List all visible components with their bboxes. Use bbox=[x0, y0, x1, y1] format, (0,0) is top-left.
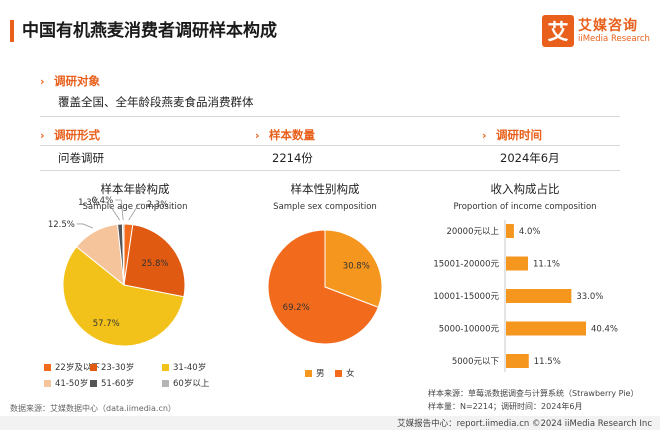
divider bbox=[40, 116, 620, 117]
legend-swatch bbox=[162, 363, 169, 371]
data-source: 数据来源：艾媒数据中心（data.iimedia.cn） bbox=[10, 404, 176, 413]
age-slice-0 bbox=[123, 223, 134, 286]
sample-size-value: 2214份 bbox=[272, 151, 313, 165]
sample-source-note: 样本来源：草莓派数据调查与计算系统（Strawberry Pie） bbox=[428, 389, 639, 398]
age-legend-label: 31-40岁 bbox=[173, 363, 207, 373]
brand-logo: 艾 艾媒咨询 iiMedia Research bbox=[542, 15, 652, 49]
age-legend-label: 22岁及以下 bbox=[55, 363, 100, 373]
income-category-label-4: 5000元以下 bbox=[452, 357, 500, 367]
age-legend-item: 23-30岁 bbox=[90, 361, 134, 373]
footer-bar bbox=[0, 416, 660, 430]
divider bbox=[40, 145, 620, 146]
sex-legend-label: 女 bbox=[346, 369, 355, 379]
chevron-right-icon: › bbox=[482, 129, 487, 142]
legend-swatch bbox=[90, 379, 97, 387]
age-chart-title: 样本年龄构成 bbox=[100, 182, 170, 196]
age-legend-item: 31-40岁 bbox=[162, 361, 206, 373]
income-bar-3 bbox=[506, 321, 586, 336]
age-slice-3 bbox=[75, 223, 125, 287]
sex-legend-label: 男 bbox=[316, 369, 325, 379]
income-bar-4 bbox=[506, 354, 529, 368]
title-accent-bar bbox=[10, 20, 14, 42]
age-legend-label: 60岁以上 bbox=[173, 379, 210, 389]
income-category-label-2: 10001-15000元 bbox=[433, 292, 499, 302]
income-value-label-2: 33.0% bbox=[576, 292, 603, 302]
sex-slice-1 bbox=[267, 229, 379, 345]
sex-legend-item: 男 bbox=[305, 367, 325, 379]
sample-size-note: 样本量：N=2214；调研时间：2024年6月 bbox=[428, 402, 583, 411]
income-bar-0 bbox=[506, 224, 514, 238]
income-bar-1 bbox=[506, 256, 528, 271]
legend-swatch bbox=[44, 379, 51, 387]
divider bbox=[40, 170, 620, 171]
survey-object-value: 覆盖全国、全年龄段燕麦食品消费群体 bbox=[58, 95, 254, 109]
chevron-right-icon: › bbox=[255, 129, 260, 142]
footer-report-center: 艾媒报告中心：report.iimedia.cn ©2024 iiMedia R… bbox=[397, 419, 652, 429]
sex-label-1: 69.2% bbox=[283, 303, 310, 313]
income-chart-subtitle: Proportion of income composition bbox=[453, 202, 597, 212]
legend-swatch bbox=[44, 363, 51, 371]
age-label-2: 57.7% bbox=[93, 319, 120, 329]
brand-name-cn: 艾媒咨询 bbox=[578, 18, 638, 34]
income-chart-title: 收入构成占比 bbox=[490, 182, 560, 196]
age-legend-label: 41-50岁 bbox=[55, 379, 89, 389]
survey-time-value: 2024年6月 bbox=[500, 151, 560, 165]
age-slice-4 bbox=[116, 223, 125, 286]
survey-form-value: 问卷调研 bbox=[58, 151, 104, 165]
survey-form-label: › 调研形式 bbox=[40, 128, 100, 142]
age-chart-subtitle: Sample age composition bbox=[82, 202, 188, 212]
income-category-label-1: 15001-20000元 bbox=[433, 260, 499, 270]
sex-slice-0 bbox=[324, 229, 383, 308]
age-legend-item: 41-50岁 bbox=[44, 377, 88, 389]
income-value-label-0: 4.0% bbox=[519, 227, 541, 237]
age-legend-label: 23-30岁 bbox=[101, 363, 135, 373]
age-label-1: 25.8% bbox=[142, 259, 169, 269]
sex-label-0: 30.8% bbox=[343, 261, 370, 271]
survey-time-label: › 调研时间 bbox=[482, 128, 542, 142]
income-value-label-1: 11.1% bbox=[533, 260, 560, 270]
age-legend-item: 51-60岁 bbox=[90, 377, 134, 389]
legend-swatch bbox=[305, 369, 312, 377]
chevron-right-icon: › bbox=[40, 75, 45, 88]
sex-chart-title: 样本性别构成 bbox=[290, 182, 360, 196]
age-slice-5 bbox=[121, 223, 125, 286]
brand-logo-mark: 艾 bbox=[548, 20, 569, 44]
legend-swatch bbox=[335, 369, 342, 377]
sex-legend-item: 女 bbox=[335, 367, 355, 379]
survey-object-label: › 调研对象 bbox=[40, 74, 100, 88]
age-slice-2 bbox=[62, 246, 185, 347]
age-leader-line-3 bbox=[76, 223, 94, 229]
age-label-3: 12.5% bbox=[48, 220, 75, 230]
chevron-right-icon: › bbox=[40, 129, 45, 142]
sex-chart-subtitle: Sample sex composition bbox=[273, 202, 377, 212]
legend-swatch bbox=[90, 363, 97, 371]
brand-name-en: iiMedia Research bbox=[578, 34, 650, 44]
brand-logo-icon: 艾 bbox=[542, 15, 574, 47]
income-category-label-3: 5000-10000元 bbox=[439, 325, 500, 335]
income-value-label-4: 11.5% bbox=[534, 357, 561, 367]
income-value-label-3: 40.4% bbox=[591, 325, 618, 335]
sample-size-label: › 样本数量 bbox=[255, 128, 315, 142]
legend-swatch bbox=[162, 379, 169, 387]
age-legend-item: 60岁以上 bbox=[162, 377, 209, 389]
income-category-label-0: 20000元以上 bbox=[446, 227, 499, 237]
age-legend-item: 22岁及以下 bbox=[44, 361, 100, 373]
income-bar-2 bbox=[506, 289, 572, 303]
page-title: 中国有机燕麦消费者调研样本构成 bbox=[22, 21, 277, 41]
age-legend-label: 51-60岁 bbox=[101, 379, 135, 389]
age-slice-1 bbox=[123, 224, 186, 298]
